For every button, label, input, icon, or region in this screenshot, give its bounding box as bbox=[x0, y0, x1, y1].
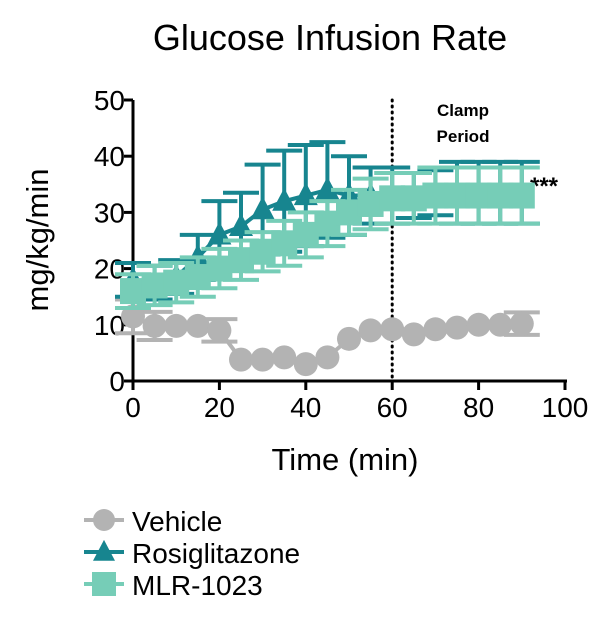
chart-title: Glucose Infusion Rate bbox=[153, 17, 507, 58]
x-tick-label: 80 bbox=[463, 392, 494, 423]
data-point bbox=[401, 322, 426, 347]
data-point bbox=[488, 312, 513, 337]
data-point bbox=[337, 326, 361, 351]
data-point bbox=[229, 347, 253, 372]
data-point bbox=[423, 317, 448, 342]
y-tick-label: 40 bbox=[94, 141, 125, 172]
y-axis-label: mg/kg/min bbox=[20, 169, 55, 312]
data-point bbox=[142, 313, 167, 338]
legend-marker-square bbox=[92, 572, 116, 596]
data-point bbox=[466, 312, 491, 337]
data-point bbox=[358, 318, 383, 343]
x-tick-label: 100 bbox=[542, 392, 589, 423]
data-point bbox=[185, 313, 210, 338]
data-point bbox=[509, 311, 534, 336]
x-tick-label: 20 bbox=[204, 392, 235, 423]
legend-marker-triangle bbox=[93, 539, 115, 561]
data-point bbox=[250, 196, 275, 220]
y-tick-label: 30 bbox=[94, 197, 125, 228]
data-point bbox=[272, 187, 297, 211]
data-point bbox=[445, 315, 469, 340]
legend-label: MLR-1023 bbox=[132, 570, 263, 601]
data-point bbox=[207, 318, 232, 343]
data-point bbox=[250, 347, 275, 372]
y-tick-label: 0 bbox=[109, 366, 125, 397]
legend-label: Rosiglitazone bbox=[132, 538, 300, 569]
clamp-label-2: Period bbox=[437, 127, 490, 146]
x-tick-label: 60 bbox=[377, 392, 408, 423]
y-tick-label: 20 bbox=[94, 254, 125, 285]
x-tick-label: 0 bbox=[125, 392, 141, 423]
x-axis-label: Time (min) bbox=[272, 442, 419, 477]
y-tick-label: 10 bbox=[94, 310, 125, 341]
data-point bbox=[272, 345, 297, 370]
data-point bbox=[121, 304, 145, 329]
clamp-label-1: Clamp bbox=[437, 101, 489, 120]
legend-marker-circle bbox=[93, 509, 115, 531]
data-point bbox=[380, 317, 405, 342]
x-tick-label: 40 bbox=[290, 392, 321, 423]
legend-label: Vehicle bbox=[132, 506, 222, 537]
data-point bbox=[315, 176, 340, 200]
data-point bbox=[508, 182, 535, 209]
data-point bbox=[164, 313, 189, 338]
y-tick-label: 50 bbox=[94, 85, 125, 116]
data-point bbox=[315, 345, 340, 370]
data-point bbox=[293, 352, 318, 377]
